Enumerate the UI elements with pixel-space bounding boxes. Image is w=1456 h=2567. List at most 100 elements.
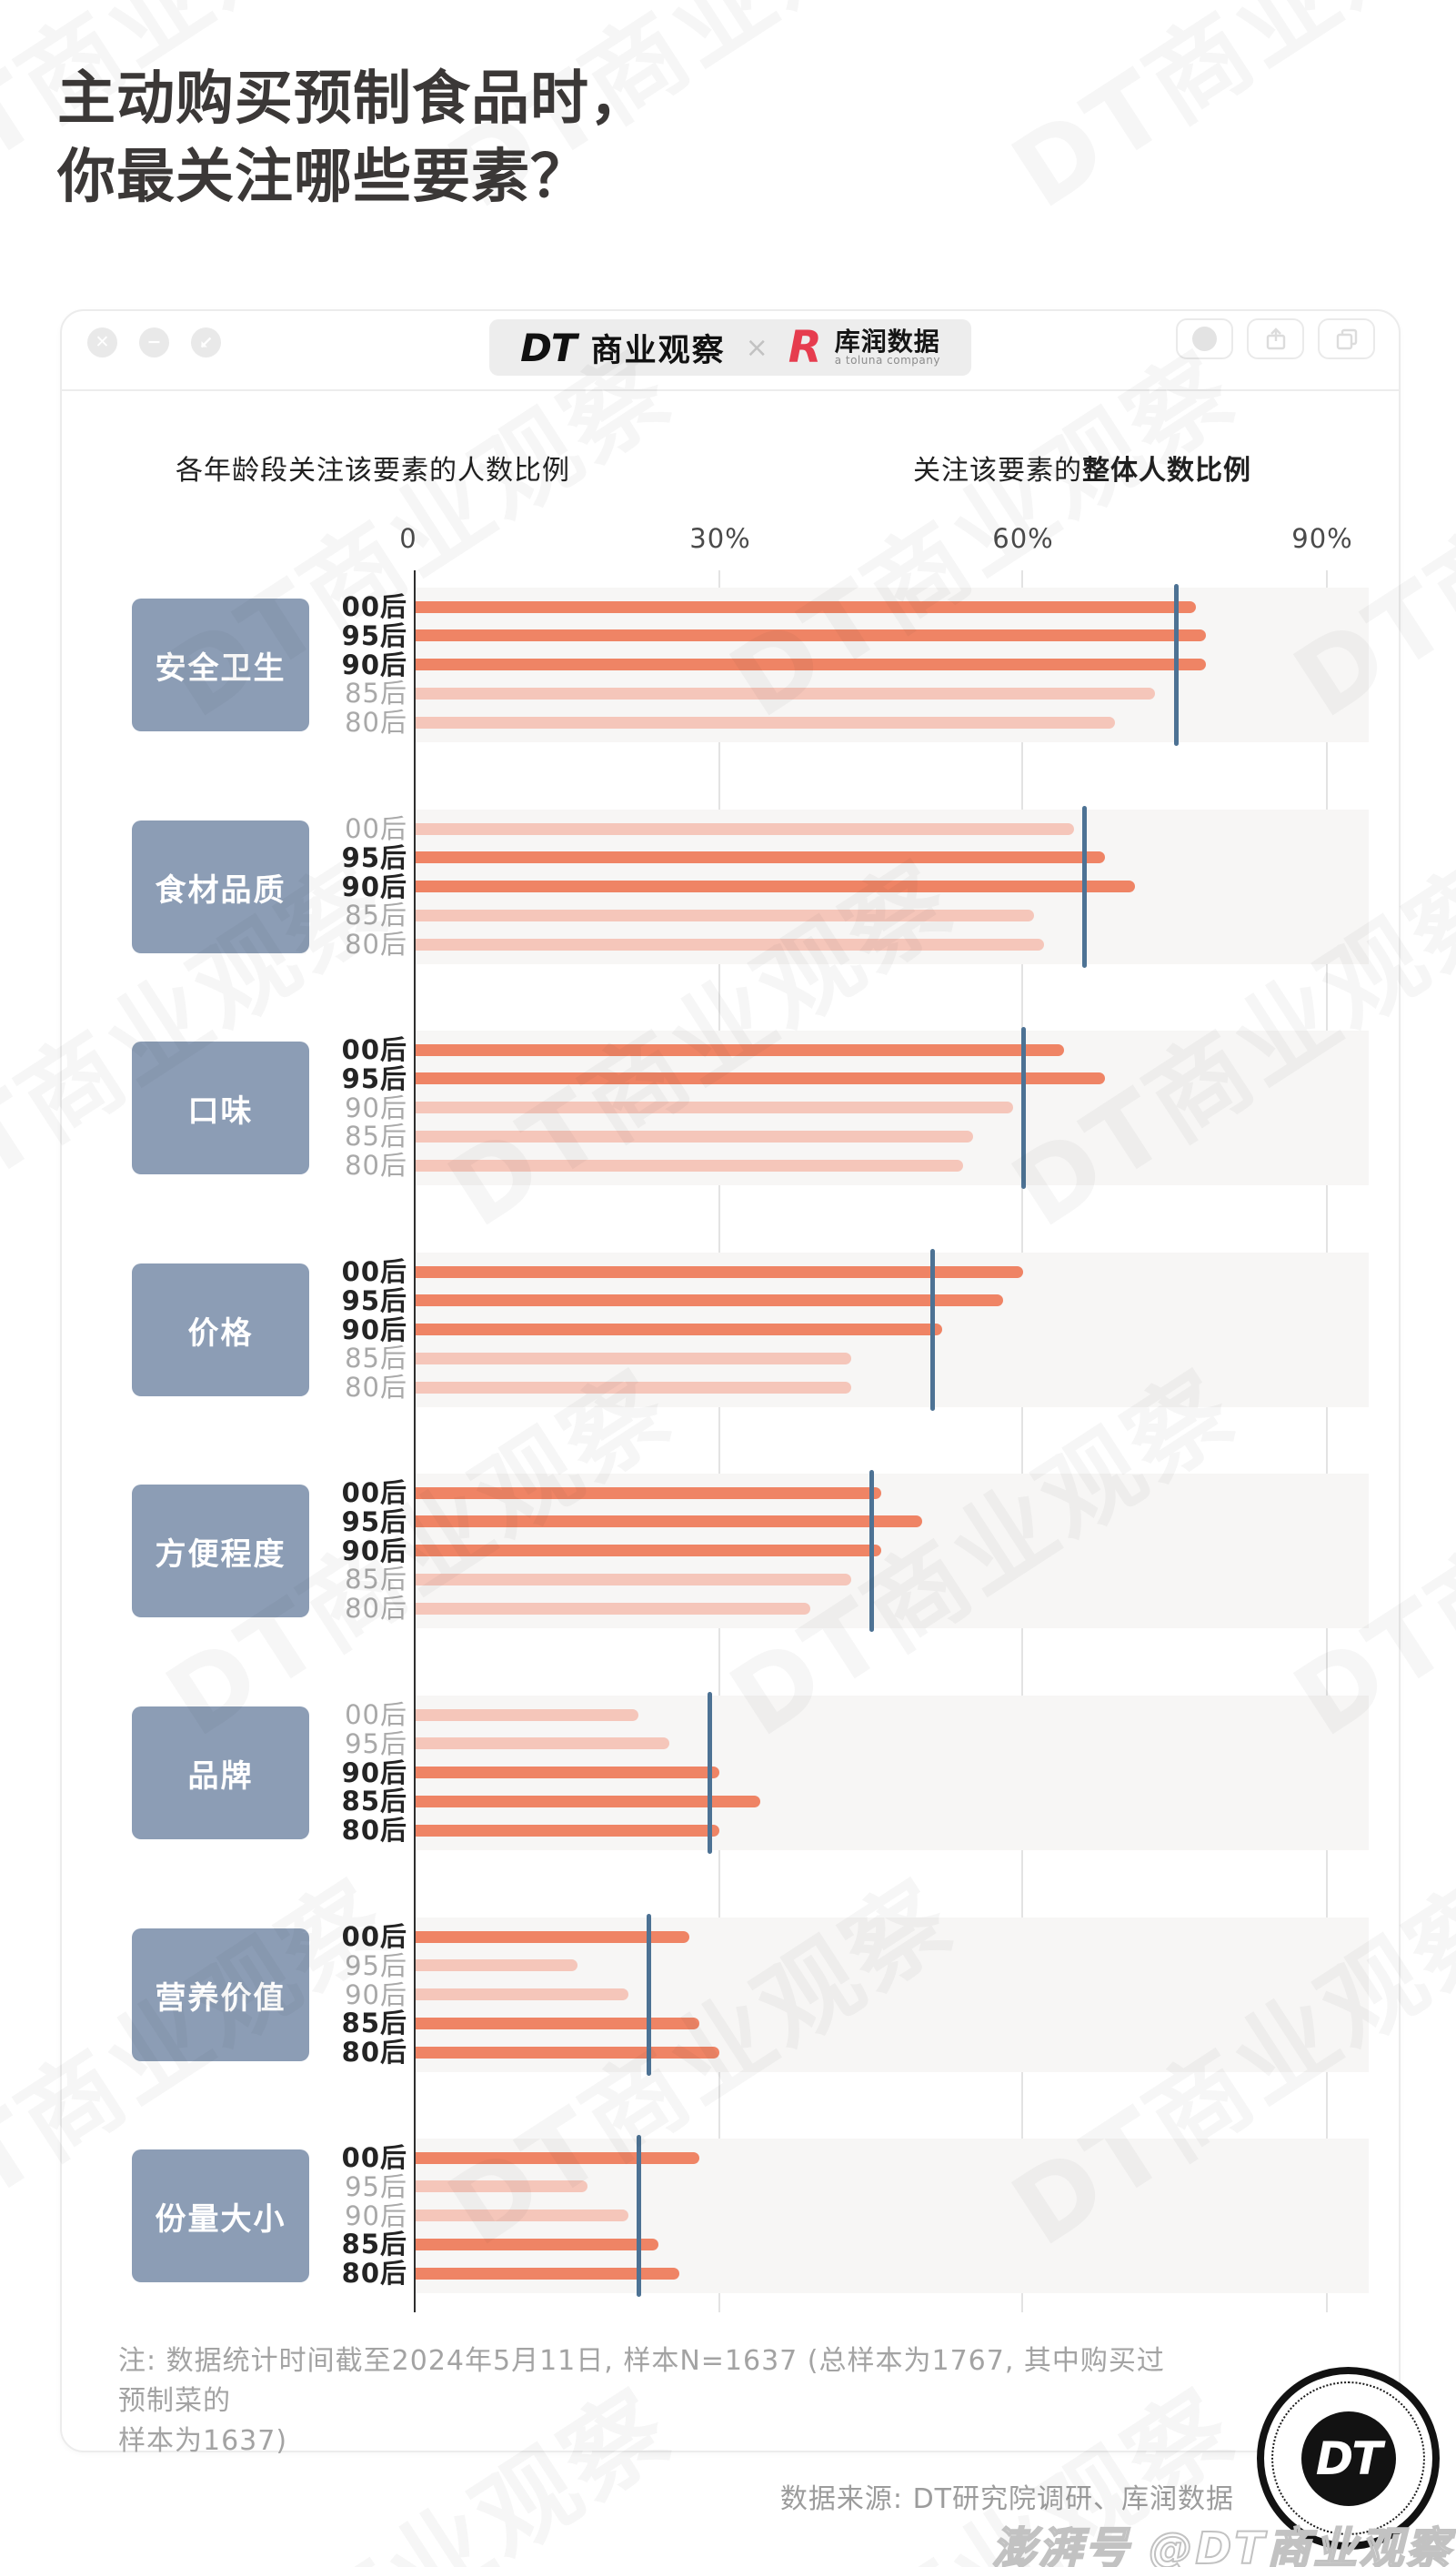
window-controls: ✕ − [87, 327, 221, 357]
gridline-30 [718, 570, 720, 2312]
age-row-label: 95后 [341, 1063, 407, 1094]
copy-button[interactable] [1318, 318, 1375, 359]
category-group: 品牌 00后 95后 90后 85后 80后 [62, 1692, 1399, 1854]
age-bar [416, 1737, 669, 1749]
age-row-label: 00后 [341, 1477, 407, 1508]
brand-pill: DT 商业观察 × R 库润数据 a toluna company [489, 319, 971, 376]
resize-icon[interactable] [191, 327, 221, 357]
age-bar [416, 2047, 719, 2059]
age-row-label: 00后 [341, 2142, 407, 2173]
age-bar [416, 1131, 973, 1143]
legend-line-label: 关注该要素的整体人数比例 [913, 448, 1251, 488]
age-row-label: 00后 [341, 1034, 407, 1065]
minimize-icon[interactable]: − [139, 327, 169, 357]
age-row-label: 00后 [345, 1699, 407, 1730]
age-bar [416, 1959, 577, 1971]
category-group: 口味 00后 95后 90后 85后 80后 [62, 1027, 1399, 1189]
age-row-label: 90后 [345, 1979, 407, 2010]
age-bar [416, 2018, 699, 2029]
age-bar [416, 1767, 719, 1778]
age-bar [416, 939, 1044, 951]
kurun-subtitle: a toluna company [834, 354, 940, 367]
age-bar [416, 1353, 851, 1364]
chart-card: ✕ − DT 商业观察 × R 库润数据 a toluna company [60, 309, 1401, 2457]
legend-bar-swatch [126, 453, 157, 483]
age-row-label: 90后 [341, 1535, 407, 1566]
age-row-label: 90后 [341, 1314, 407, 1345]
age-bar [416, 2239, 658, 2250]
age-row-label: 90后 [341, 1757, 407, 1788]
age-bar [416, 1294, 1003, 1306]
age-bar [416, 1044, 1064, 1056]
age-row-label: 95后 [341, 1285, 407, 1316]
age-bar [416, 1709, 638, 1721]
age-bar [416, 1796, 760, 1807]
age-bar [416, 851, 1105, 863]
category-group: 方便程度 00后 95后 90后 85后 80后 [62, 1470, 1399, 1632]
age-bar [416, 1574, 851, 1586]
category-label-box: 份量大小 [132, 2149, 309, 2282]
category-label-box: 口味 [132, 1042, 309, 1174]
card-header: ✕ − DT 商业观察 × R 库润数据 a toluna company [62, 311, 1399, 391]
age-bar [416, 1988, 628, 2000]
kurun-name: 库润数据 [834, 327, 940, 357]
page-title-line2: 你最关注哪些要素？ [57, 144, 589, 211]
age-row-label: 95后 [345, 2171, 407, 2202]
share-button[interactable] [1247, 318, 1304, 359]
x-tick-0: 0 [399, 523, 417, 554]
category-group: 安全卫生 00后 95后 90后 85后 80后 [62, 584, 1399, 746]
x-tick-30: 30% [689, 523, 751, 554]
gridline-60 [1021, 570, 1023, 2312]
category-label-box: 安全卫生 [132, 599, 309, 731]
record-icon [1192, 327, 1217, 351]
overall-line [1082, 806, 1087, 968]
overall-line [1174, 584, 1179, 746]
age-row-label: 00后 [345, 813, 407, 844]
age-row-label: 85后 [345, 1121, 407, 1152]
age-row-label: 95后 [341, 1506, 407, 1537]
overall-line [708, 1692, 712, 1854]
age-row-label: 85后 [345, 1564, 407, 1595]
copy-icon [1336, 328, 1357, 349]
age-row-label: 85后 [345, 900, 407, 931]
age-row-label: 00后 [341, 591, 407, 622]
footnote-line1: 注: 数据统计时间截至2024年5月11日, 样本N=1637 (总样本为176… [118, 2345, 1165, 2417]
legend-line-swatch [855, 461, 897, 475]
age-row-label: 80后 [345, 929, 407, 960]
dt-logo-text: DT [520, 325, 577, 370]
age-bar [416, 910, 1034, 921]
age-bar [416, 2210, 628, 2221]
category-label-box: 价格 [132, 1263, 309, 1396]
age-row-label: 85后 [345, 1343, 407, 1374]
age-row-label: 95后 [345, 1728, 407, 1759]
legend-item-bars: 各年龄段关注该要素的人数比例 [126, 448, 570, 488]
age-bar [416, 1324, 942, 1335]
age-bar [416, 659, 1206, 670]
age-bar [416, 823, 1074, 835]
close-icon[interactable]: ✕ [87, 327, 117, 357]
category-group: 食材品质 00后 95后 90后 85后 80后 [62, 806, 1399, 968]
dt-badge-logo: DT [1257, 2367, 1440, 2550]
brand-name: 商业观察 [590, 332, 726, 369]
age-row-label: 00后 [341, 1921, 407, 1952]
legend-bar-label: 各年龄段关注该要素的人数比例 [176, 455, 570, 487]
age-row-label: 90后 [345, 2200, 407, 2231]
dt-badge-core: DT [1300, 2411, 1396, 2506]
age-bar [416, 881, 1135, 892]
age-row-label: 80后 [341, 1815, 407, 1846]
age-row-label: 80后 [345, 1150, 407, 1181]
kurun-logo-block: 库润数据 a toluna company [835, 328, 940, 367]
age-row-label: 90后 [345, 1092, 407, 1123]
age-bar [416, 1072, 1105, 1084]
collab-x-separator: × [745, 331, 768, 364]
age-row-label: 80后 [345, 1593, 407, 1624]
legend-line-label-regular: 关注该要素的 [913, 455, 1082, 487]
age-row-label: 80后 [341, 2258, 407, 2289]
age-bar [416, 1603, 810, 1615]
overall-line [930, 1249, 935, 1411]
record-button[interactable] [1176, 318, 1233, 359]
overall-line [637, 2135, 641, 2297]
category-label-box: 方便程度 [132, 1485, 309, 1617]
age-row-label: 95后 [341, 620, 407, 651]
